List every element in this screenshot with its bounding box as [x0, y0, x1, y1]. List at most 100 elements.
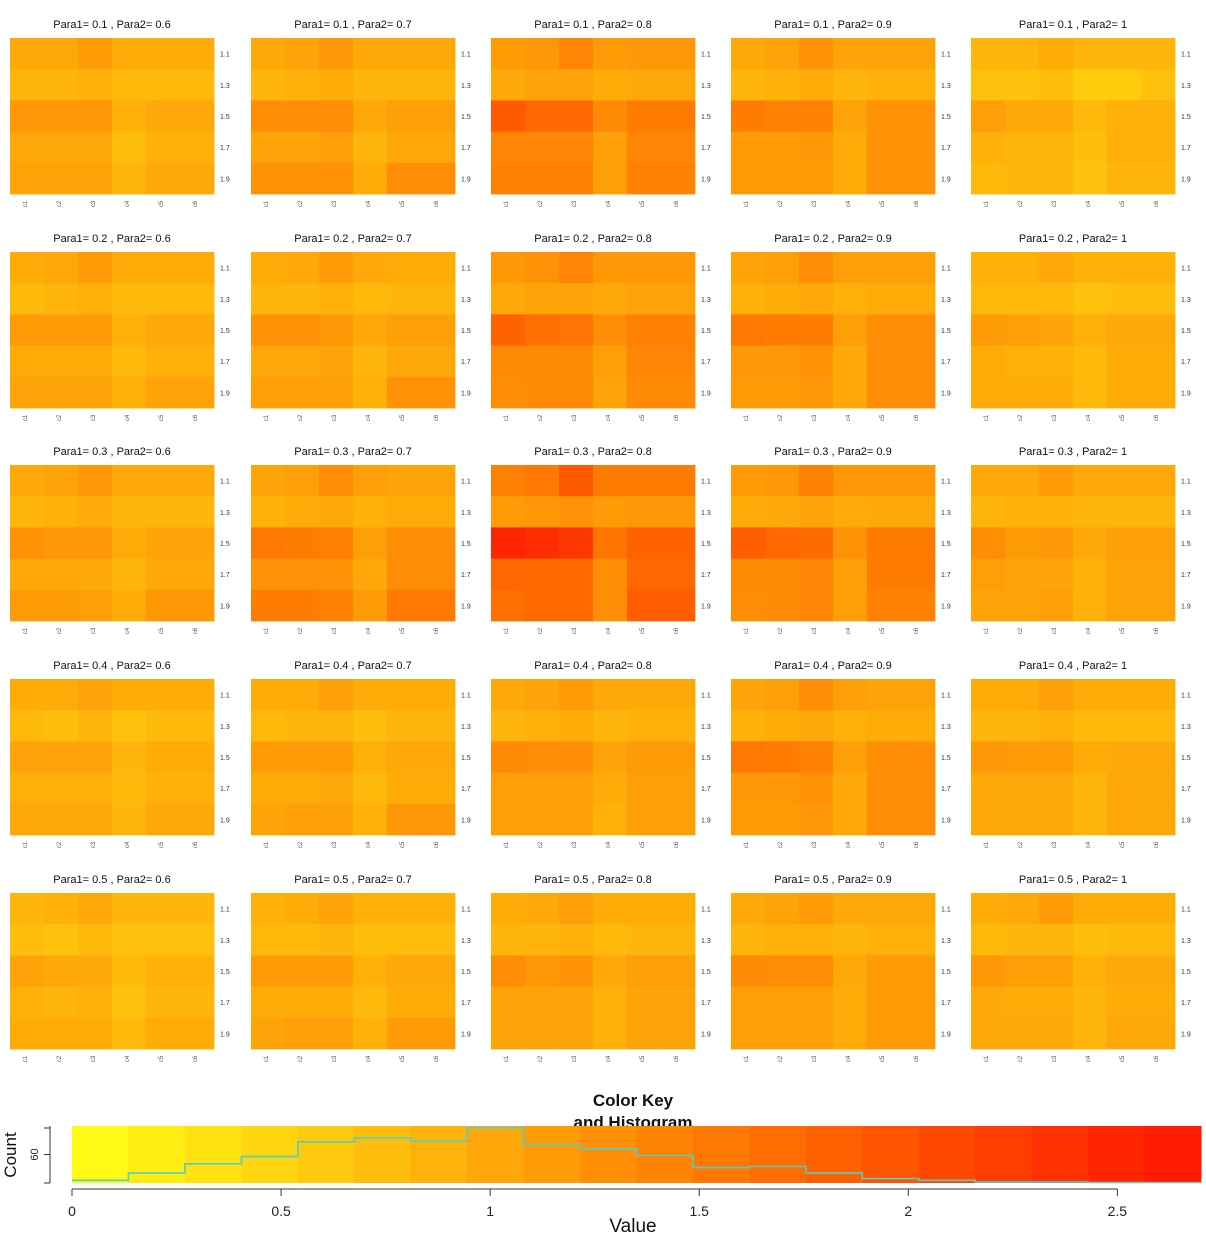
heatmap-cell [833, 1017, 868, 1050]
heatmap-cell [1073, 314, 1108, 346]
heatmap-cell [661, 710, 696, 742]
heatmap-cell [901, 465, 936, 497]
heatmap-cell [180, 496, 215, 528]
heatmap-cell [491, 38, 526, 70]
heatmap-cell [78, 955, 113, 987]
row-tick-label: 1.1 [1181, 52, 1191, 59]
col-tick-label: c1 [23, 1055, 29, 1062]
heatmap-panel: Para1= 0.2 , Para2= 0.8 1.1 1.3 1.5 1.7 1.9 c1… [491, 233, 711, 421]
heatmap-cell [867, 38, 902, 70]
heatmap-cell [319, 69, 354, 101]
heatmap-cell [661, 893, 696, 925]
heatmap-cell [1107, 376, 1142, 409]
heatmap-cell [285, 252, 320, 284]
heatmap-cell [491, 252, 526, 284]
heatmap-panels: Para1= 0.1 , Para2= 0.6 1.1 1.3 1.5 1.7 1.9 c1… [10, 19, 1191, 1062]
heatmap-cell [627, 589, 662, 622]
col-tick-label: c5 [880, 627, 886, 634]
heatmap-cell [627, 345, 662, 378]
heatmap-cell [627, 38, 662, 70]
row-tick-label: 1.7 [701, 145, 711, 152]
col-tick-label: c4 [366, 841, 372, 848]
heatmap-cell [1005, 314, 1040, 346]
heatmap-cell [833, 893, 868, 925]
heatmap-cell [765, 527, 800, 559]
heatmap-cell [593, 710, 628, 742]
heatmap-cell [593, 345, 628, 378]
row-tick-label: 1.7 [1181, 1000, 1191, 1007]
heatmap-cell [559, 376, 594, 409]
heatmap-cell [971, 38, 1006, 70]
heatmap-cell [1005, 376, 1040, 409]
heatmap-cell [525, 162, 560, 195]
heatmap-cell [78, 710, 113, 742]
heatmap-cell [661, 69, 696, 101]
heatmap-cell [1039, 741, 1074, 773]
heatmap-cell [10, 345, 45, 378]
heatmap-cell [285, 345, 320, 378]
heatmap-cell [1005, 710, 1040, 742]
heatmap-cell [593, 986, 628, 1019]
heatmap-panel: Para1= 0.3 , Para2= 0.8 1.1 1.3 1.5 1.7 1.9 c1… [491, 446, 711, 634]
heatmap-panel: Para1= 0.5 , Para2= 0.8 1.1 1.3 1.5 1.7 1.9 c1… [491, 874, 711, 1062]
color-key-segment [975, 1126, 1033, 1183]
heatmap-cell [180, 589, 215, 622]
col-tick-label: c2 [298, 414, 304, 421]
heatmap-cell [421, 893, 456, 925]
row-tick-label: 1.3 [701, 297, 711, 304]
col-tick-label: c6 [1154, 414, 1160, 421]
color-key-segment [918, 1126, 976, 1183]
col-tick-label: c1 [744, 841, 750, 848]
col-tick-label: c2 [1018, 627, 1024, 634]
col-tick-label: c3 [332, 841, 338, 848]
heatmap-cell [593, 69, 628, 101]
col-tick-label: c6 [1154, 200, 1160, 207]
heatmap-cell [1005, 38, 1040, 70]
col-tick-label: c5 [159, 1055, 165, 1062]
heatmap-cell [1141, 589, 1176, 622]
heatmap-cell [387, 38, 422, 70]
row-tick-label: 1.7 [1181, 145, 1191, 152]
heatmap-cell [799, 131, 834, 164]
heatmap-cell [78, 741, 113, 773]
row-tick-label: 1.7 [701, 1000, 711, 1007]
row-tick-label: 1.7 [461, 1000, 471, 1007]
heatmap-cell [387, 252, 422, 284]
col-tick-label: c1 [264, 200, 270, 207]
heatmap-cell [799, 679, 834, 711]
heatmap-cell [44, 314, 79, 346]
color-key-segment [749, 1126, 807, 1183]
heatmap-cell [319, 803, 354, 836]
heatmap-cell [627, 283, 662, 315]
row-tick-label: 1.7 [701, 786, 711, 793]
col-tick-label: c1 [984, 627, 990, 634]
col-tick-label: c2 [778, 200, 784, 207]
heatmap-cell [799, 741, 834, 773]
heatmap-cell [1107, 162, 1142, 195]
heatmap-cell [661, 1017, 696, 1050]
row-tick-label: 1.1 [1181, 479, 1191, 486]
col-tick-label: c1 [984, 841, 990, 848]
heatmap-cell [627, 69, 662, 101]
heatmap-cell [44, 986, 79, 1019]
col-tick-label: c5 [400, 200, 406, 207]
heatmap-cell [251, 986, 286, 1019]
heatmap-cell [901, 162, 936, 195]
row-tick-label: 1.7 [941, 359, 951, 366]
heatmap-cell [559, 100, 594, 132]
heatmap-cell [491, 527, 526, 559]
heatmap-cell [559, 465, 594, 497]
heatmap-cell [251, 162, 286, 195]
row-tick-label: 1.7 [461, 786, 471, 793]
row-tick-label: 1.7 [461, 572, 471, 579]
row-tick-label: 1.1 [461, 693, 471, 700]
col-tick-label: c3 [1052, 841, 1058, 848]
heatmap-cell [1107, 496, 1142, 528]
heatmap-cell [285, 772, 320, 805]
col-tick-label: c2 [538, 841, 544, 848]
heatmap-cell [1073, 376, 1108, 409]
heatmap-cell [285, 710, 320, 742]
heatmap-cell [146, 710, 181, 742]
heatmap-cell [491, 558, 526, 591]
col-tick-label: c4 [125, 200, 131, 207]
